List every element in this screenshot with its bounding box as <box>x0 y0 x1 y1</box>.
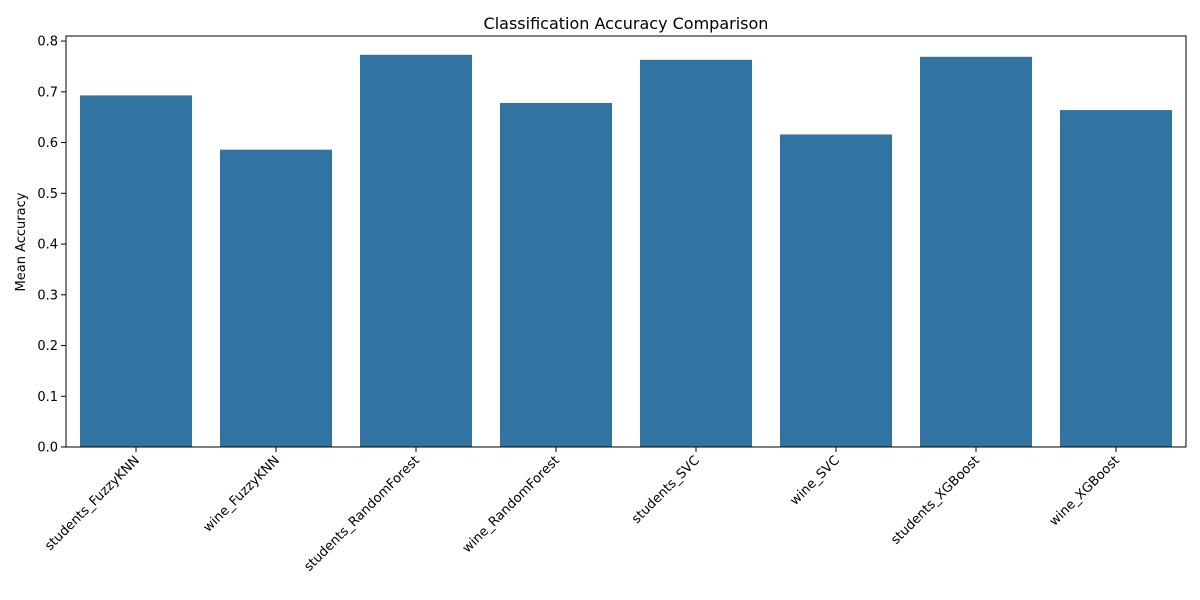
y-tick-label: 0.1 <box>37 390 58 405</box>
y-tick-label: 0.7 <box>37 85 58 100</box>
bars-group <box>80 54 1172 448</box>
bar-students_RandomForest <box>360 54 472 448</box>
y-tick-label: 0.5 <box>37 187 58 202</box>
bar-wine_RandomForest <box>500 102 612 447</box>
bar-students_FuzzyKNN <box>80 95 192 448</box>
chart-title: Classification Accuracy Comparison <box>484 14 769 33</box>
y-tick-label: 0.6 <box>37 136 58 151</box>
plot-frame <box>65 35 1187 448</box>
bar-wine_XGBoost <box>1060 110 1172 447</box>
y-tick-label: 0.4 <box>37 238 58 253</box>
y-tick-label: 0.3 <box>37 288 58 303</box>
bar-wine_FuzzyKNN <box>220 149 332 447</box>
y-tick-label: 0.8 <box>37 35 58 50</box>
bar-students_XGBoost <box>920 56 1032 448</box>
y-tick-label: 0.0 <box>37 441 58 456</box>
y-axis-ticks: 0.0 0.1 0.2 0.3 0.4 0.5 0.6 0.7 0.8 <box>37 35 66 456</box>
y-tick-label: 0.2 <box>37 339 58 354</box>
y-axis-label: Mean Accuracy <box>14 192 29 291</box>
bar-wine_SVC <box>780 134 892 447</box>
bar-students_SVC <box>640 59 752 447</box>
